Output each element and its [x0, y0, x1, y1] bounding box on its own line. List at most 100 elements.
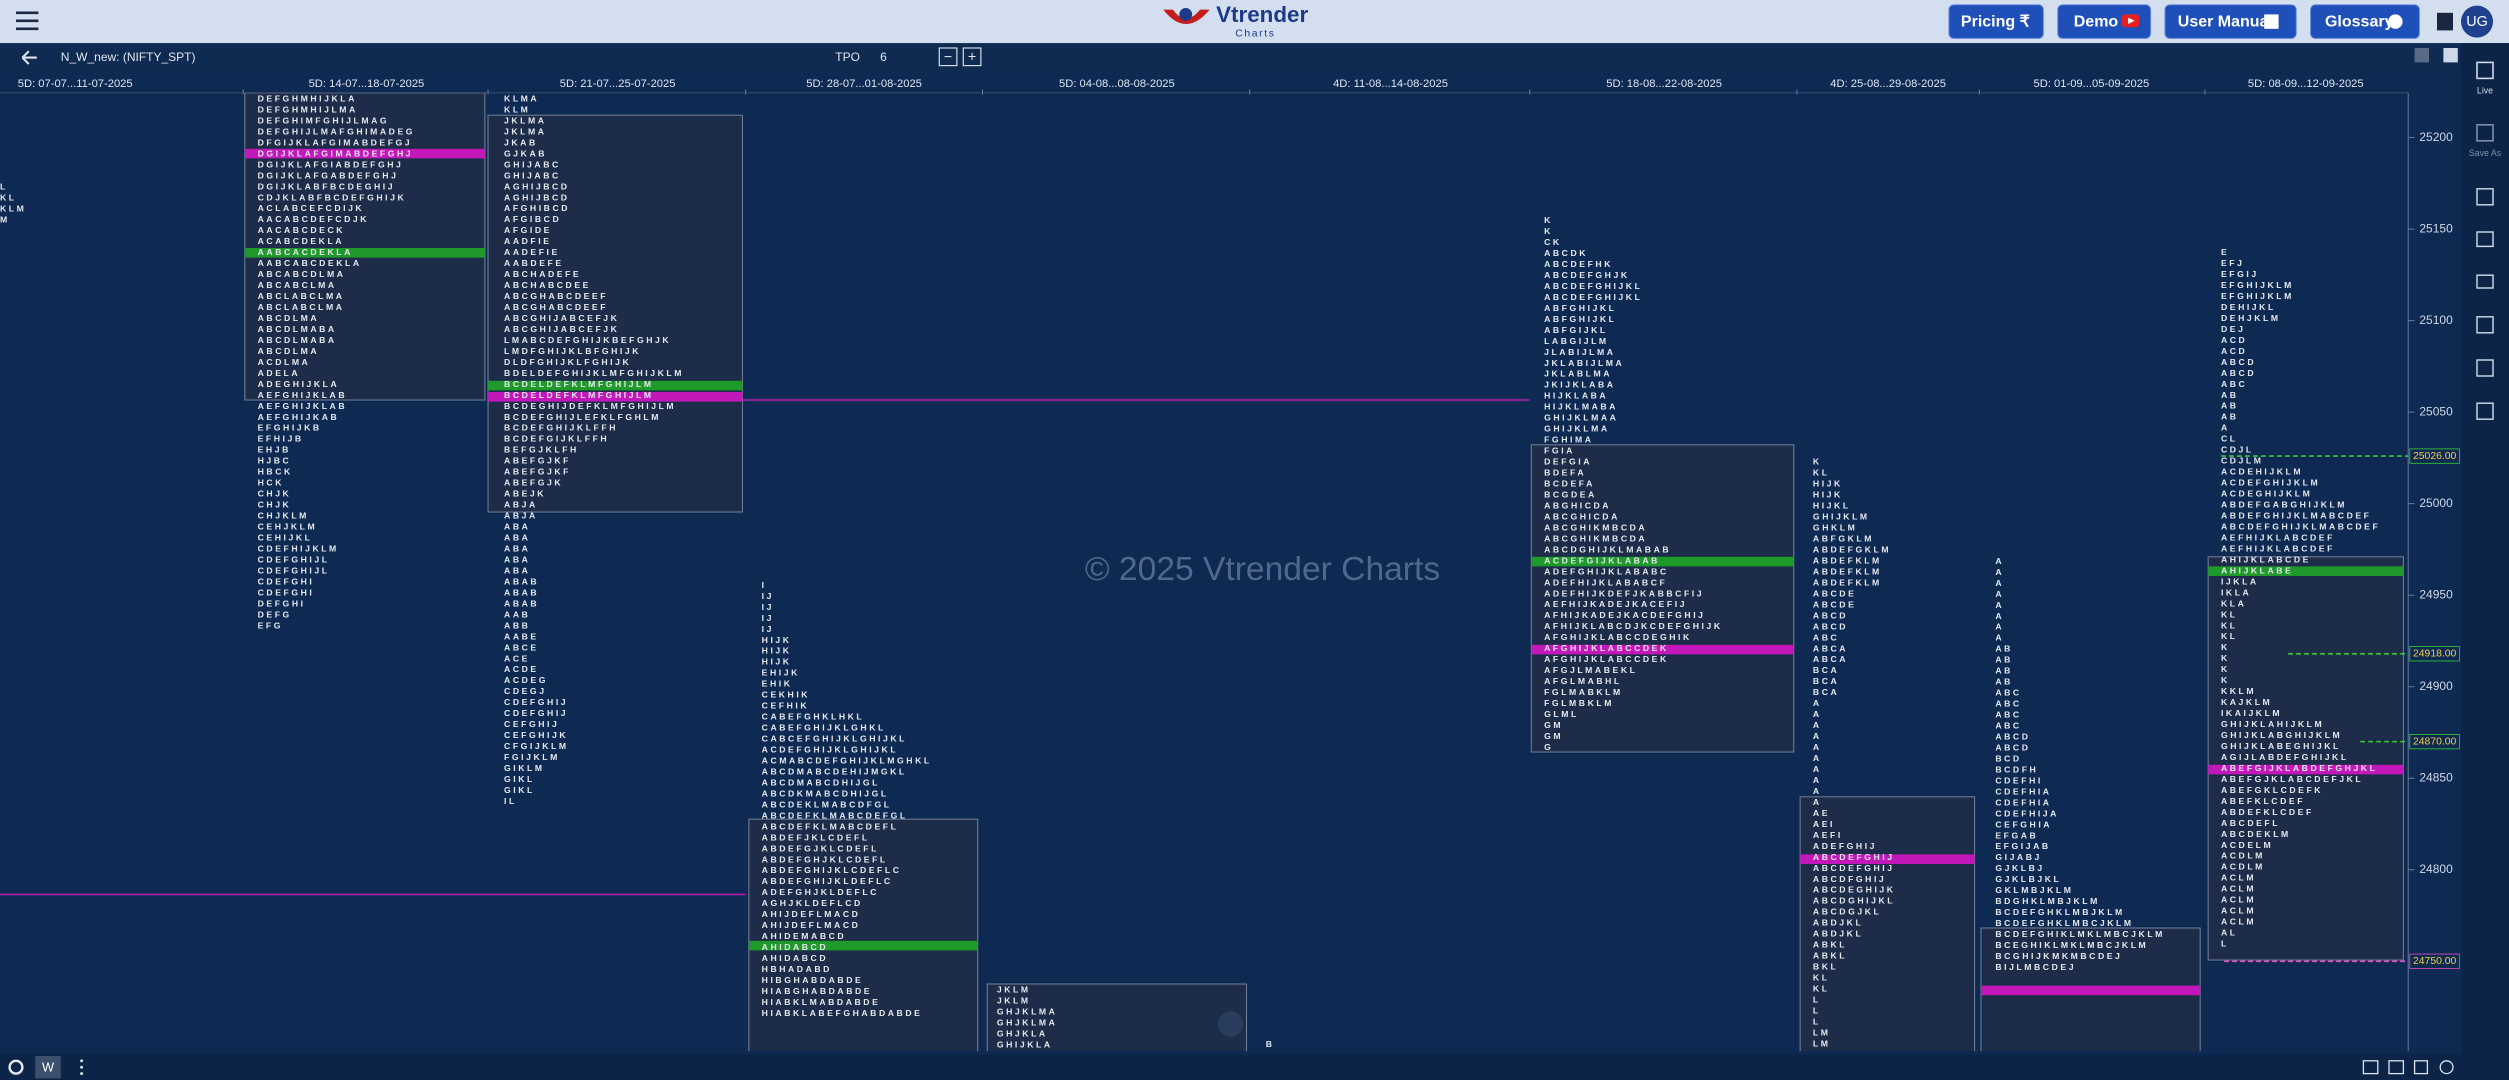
tpo-row: ABC: [1995, 721, 2021, 731]
tpo-row: ABFGHIJKL: [1544, 303, 1616, 313]
user-manual-label[interactable]: User Manual: [2178, 14, 2273, 31]
tpo-row: ACD: [2221, 346, 2247, 356]
tpo-row: HIJKLMABA: [1544, 402, 1618, 412]
bookmark-icon[interactable]: [2436, 12, 2453, 31]
tpo-row: ACD: [2221, 335, 2247, 345]
tpo-row: AHIJDEFLMACD: [762, 909, 861, 919]
tpo-row: CDEFHI: [1995, 775, 2042, 785]
session-label: 5D: 08-09...12-09-2025: [2248, 78, 2364, 90]
more-button[interactable]: [80, 1059, 84, 1076]
tpo-row: DEFGIA: [1544, 457, 1592, 467]
tpo-row: GIJABJ: [1995, 852, 2042, 862]
tpo-row: ACLABCEFCDIJK: [258, 203, 365, 213]
tpo-row: ABC: [1995, 710, 2021, 720]
footer-tools[interactable]: [2362, 1060, 2454, 1075]
tpo-row: A: [1995, 611, 2004, 621]
tpo-row: A: [1813, 731, 1822, 741]
menu-button[interactable]: [16, 11, 39, 31]
tpo-row: ACDELM: [2221, 840, 2273, 850]
tpo-row: DLDFGHIJKLFGHIJK: [504, 357, 631, 367]
tpo-row: FGHIMA: [1544, 435, 1593, 445]
tpo-row: ADELA: [258, 368, 301, 378]
fullscreen-button[interactable]: [1217, 1011, 1244, 1037]
tpo-row: ABCABCDLMA: [258, 269, 346, 279]
tpo-row: AFGHIJKLABCCDEGHIK: [1544, 632, 1692, 642]
session-label: 5D: 04-08...08-08-2025: [1059, 78, 1175, 90]
profiles: LKLKLMMDEFGHMHIJKLADEFGHMHIJLMADEFGHIMFG…: [0, 92, 2404, 1052]
tab-w-label[interactable]: W: [42, 1059, 55, 1074]
save-icon[interactable]: [2414, 48, 2429, 63]
tpo-row: ABGHICDA: [1544, 500, 1611, 510]
tpo-row: AEFHIJKADEJKACEFIJ: [1544, 599, 1687, 609]
pricing-button[interactable]: Pricing ₹: [1948, 4, 2044, 39]
tpo-row: ABCDEFKLMABCDEFGL: [762, 810, 908, 820]
pricing-label[interactable]: Pricing ₹: [1961, 14, 2030, 31]
tpo-row: AEFGHIJKLAB: [258, 401, 348, 411]
save-as-icon[interactable]: [2476, 124, 2494, 142]
glossary-label[interactable]: Glossary: [2325, 14, 2394, 31]
tpo-row: HIJK: [762, 635, 792, 645]
sidebar-tools[interactable]: [2476, 188, 2494, 420]
tpo-increase[interactable]: [962, 47, 982, 67]
export-icon[interactable]: [2443, 48, 2458, 63]
live-label[interactable]: Live: [2477, 86, 2493, 96]
tpo-row: AB: [2221, 412, 2239, 422]
tpo-row: EFGIJAB: [1995, 841, 2050, 851]
tpo-row: ABCGHIKMBCDA: [1544, 522, 1647, 532]
tpo-row: AHIDABCD: [762, 942, 828, 952]
price-label: 24850: [2419, 770, 2453, 784]
session-label: 5D: 21-07...25-07-2025: [560, 78, 676, 90]
avatar[interactable]: [2460, 5, 2493, 38]
tpo-row: BCDEFGHIJKLFFH: [504, 423, 618, 433]
tpo-row: A: [1995, 633, 2004, 643]
footer: [0, 1054, 2509, 1080]
tpo-row: GM: [1544, 731, 1563, 741]
tpo-row: HIJKL: [1813, 501, 1851, 511]
tpo-row: ABCD: [2221, 357, 2256, 367]
tpo-decrease-label[interactable]: −: [944, 49, 952, 65]
tpo-row: ABCDLMA: [258, 346, 320, 356]
tpo-row: GJKLBJKL: [1995, 874, 2061, 884]
tpo-row: BCDEFGHKLMBJKLM: [1995, 907, 2124, 917]
demo-label[interactable]: Demo: [2074, 14, 2119, 31]
tpo-row: BCA: [1813, 665, 1839, 675]
user-manual-button[interactable]: User Manual: [2164, 4, 2297, 39]
tpo-row: ABDJKL: [1813, 929, 1863, 939]
back-button[interactable]: [21, 50, 37, 65]
avatar-initials[interactable]: UG: [2466, 14, 2488, 30]
tpo-row: ABA: [504, 565, 530, 575]
live-icon[interactable]: [2476, 61, 2494, 80]
tpo-row: GHIJKLM: [1813, 512, 1870, 522]
settings-button[interactable]: [8, 1059, 24, 1075]
tpo-row: GHIJKLABEGHIJKL: [2221, 741, 2341, 751]
tpo-row: ABCD: [1813, 610, 1848, 620]
tpo-row: ABA: [504, 554, 530, 564]
tpo-row: JKLABLMA: [1544, 369, 1612, 379]
tab-w[interactable]: [35, 1056, 61, 1079]
tpo-row: CDEFGHIJL: [258, 554, 330, 564]
tpo-row: EFHIJB: [258, 434, 304, 444]
poc-bar: [1531, 556, 1794, 567]
tpo-row: G: [1544, 742, 1553, 752]
tpo-row: HIJK: [1813, 490, 1843, 500]
value-area-box: [1530, 444, 1795, 753]
glossary-button[interactable]: Glossary: [2310, 4, 2420, 39]
tpo-increase-label[interactable]: +: [968, 49, 976, 65]
tpo-row: ABDEFGHIJKLCDEFLC: [762, 865, 902, 875]
tpo-row: ABCGHIJABCEFJK: [504, 324, 619, 334]
session-poc-bar: [2208, 764, 2404, 775]
tpo-row: ABCDMABCDHIJGL: [762, 777, 880, 787]
tpo-row: KL: [1813, 468, 1830, 478]
tpo-row: DEFG: [258, 609, 292, 619]
tpo-row: AFGHIJKLABCCDEK: [1544, 654, 1669, 664]
tpo-row: EFGIJ: [2221, 269, 2259, 279]
tpo-value[interactable]: 6: [880, 50, 887, 64]
save-as-label[interactable]: Save As: [2469, 148, 2502, 158]
demo-button[interactable]: Demo: [2057, 4, 2152, 39]
tpo-row: ABCGHIKMBCDA: [1544, 533, 1647, 543]
price-label: 25200: [2419, 130, 2453, 144]
tpo-decrease[interactable]: [938, 47, 958, 67]
tpo-row: DEFGHMHIJKLA: [258, 93, 357, 103]
tpo-row: ACDLM: [2221, 851, 2265, 861]
